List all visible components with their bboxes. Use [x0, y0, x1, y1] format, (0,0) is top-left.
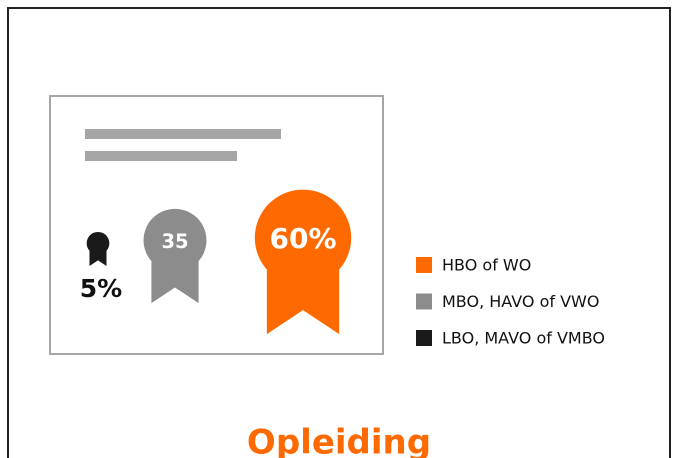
legend-swatch	[416, 330, 432, 346]
medal	[86, 231, 110, 255]
medal-ribbon	[89, 250, 107, 266]
placeholder-line	[85, 151, 237, 161]
medal	[254, 189, 352, 286]
legend-swatch	[416, 293, 432, 310]
placeholder-line	[85, 129, 281, 139]
chart-title: Opleiding	[247, 423, 431, 458]
data-label: 5%	[80, 274, 122, 303]
medal	[143, 208, 207, 272]
legend-label: HBO of WO	[442, 256, 531, 275]
legend-swatch	[416, 257, 432, 273]
legend-label: MBO, HAVO of VWO	[442, 292, 599, 311]
data-label: 60%	[269, 222, 336, 255]
data-label: 35	[161, 230, 188, 253]
medal-ribbon	[266, 266, 340, 335]
legend-label: LBO, MAVO of VMBO	[442, 329, 605, 348]
medal-ribbon	[151, 259, 199, 304]
